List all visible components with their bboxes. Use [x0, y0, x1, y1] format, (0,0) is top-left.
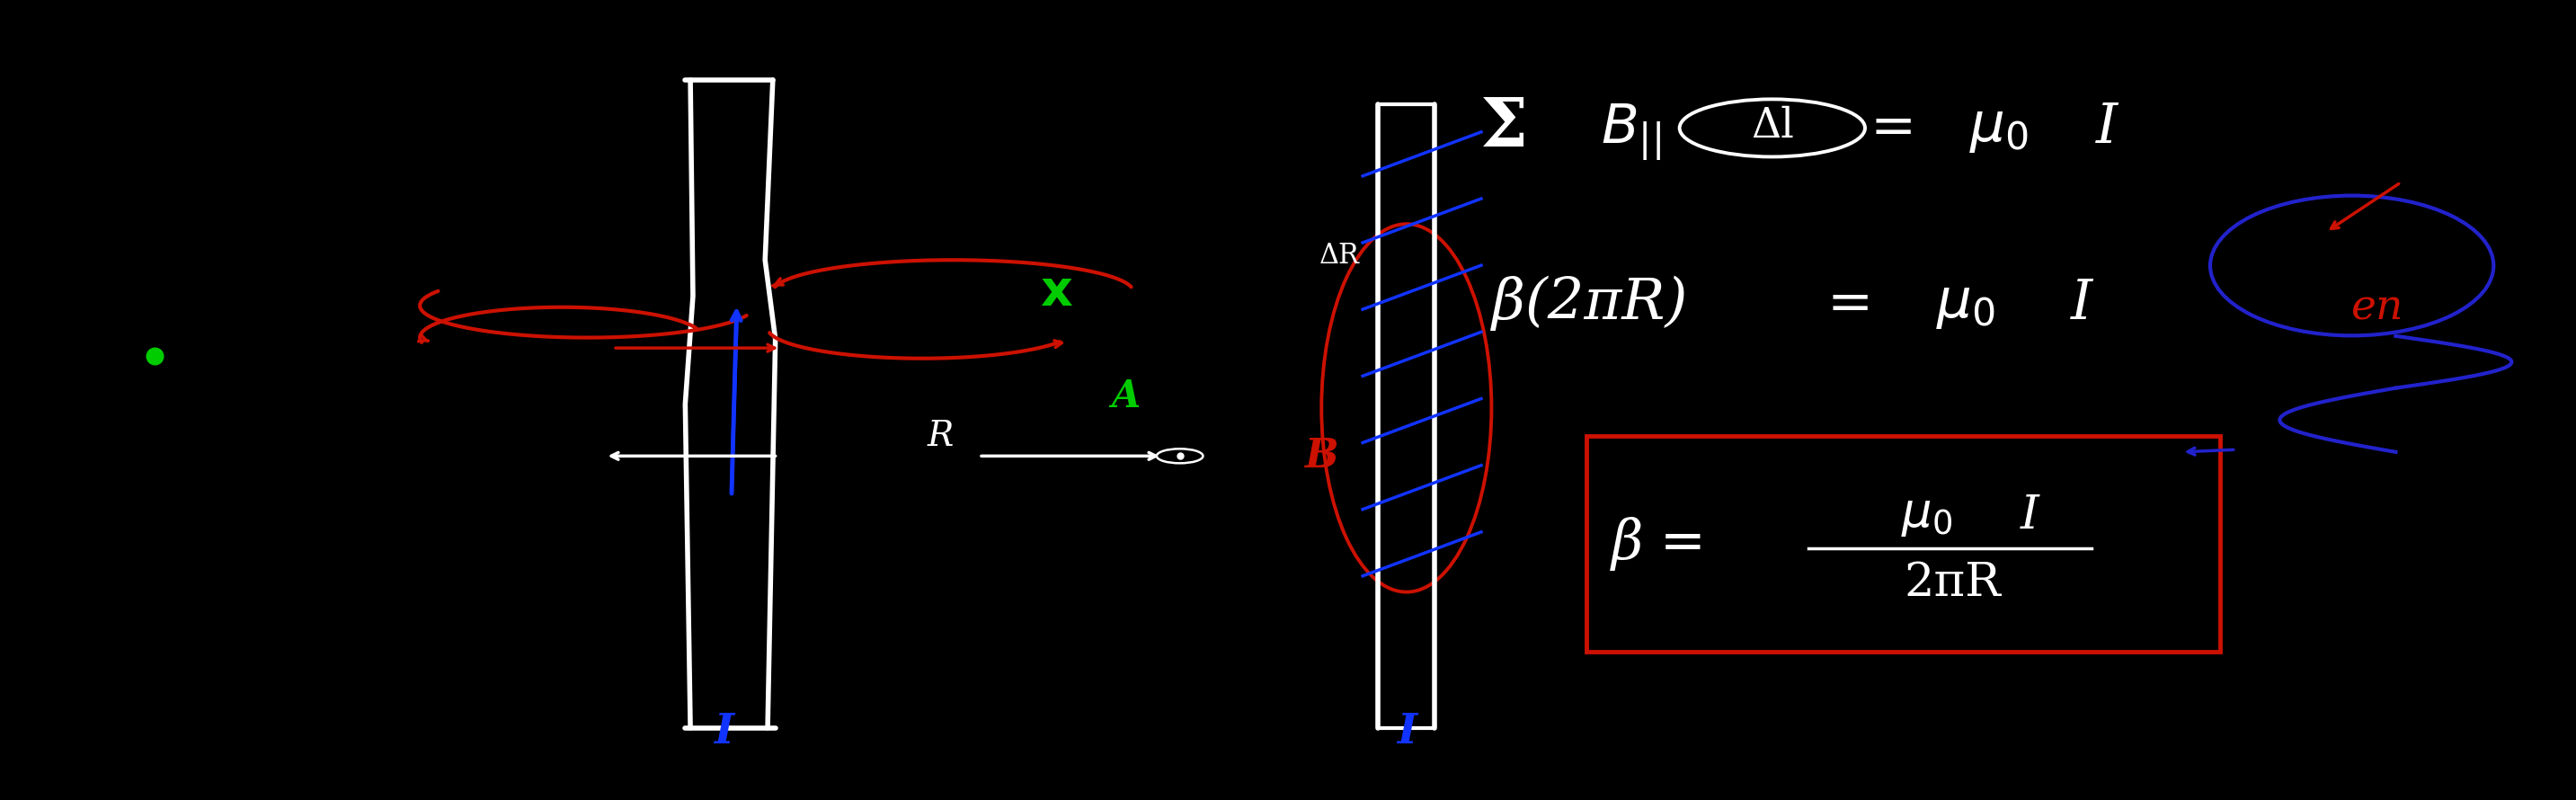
- Text: I: I: [2097, 101, 2117, 155]
- Text: $μ_0$: $μ_0$: [1935, 277, 1996, 331]
- Text: $μ_0$: $μ_0$: [1968, 101, 2030, 155]
- Text: B: B: [1303, 437, 1340, 475]
- Text: =: =: [1870, 102, 1917, 154]
- Text: Σ: Σ: [1481, 95, 1528, 161]
- Text: =: =: [1826, 278, 1873, 330]
- Text: I: I: [714, 711, 734, 753]
- Text: en: en: [2352, 288, 2403, 328]
- Text: 2πR: 2πR: [1904, 560, 2002, 606]
- Text: Δl: Δl: [1752, 106, 1793, 146]
- Point: [134, 350, 175, 362]
- Text: x: x: [1041, 268, 1072, 316]
- Text: R: R: [927, 419, 953, 453]
- Text: β =: β =: [1613, 517, 1705, 571]
- Text: I: I: [2020, 493, 2040, 539]
- Text: $μ_0$: $μ_0$: [1901, 493, 1953, 539]
- Text: β(2πR): β(2πR): [1492, 276, 1687, 332]
- Text: $B_{||}$: $B_{||}$: [1600, 102, 1662, 162]
- Text: A: A: [1110, 377, 1141, 415]
- Text: I: I: [2071, 277, 2092, 331]
- Text: ΔR: ΔR: [1319, 242, 1360, 270]
- Point: [1159, 450, 1200, 462]
- Text: I: I: [1396, 711, 1417, 753]
- Bar: [1587, 436, 2221, 652]
